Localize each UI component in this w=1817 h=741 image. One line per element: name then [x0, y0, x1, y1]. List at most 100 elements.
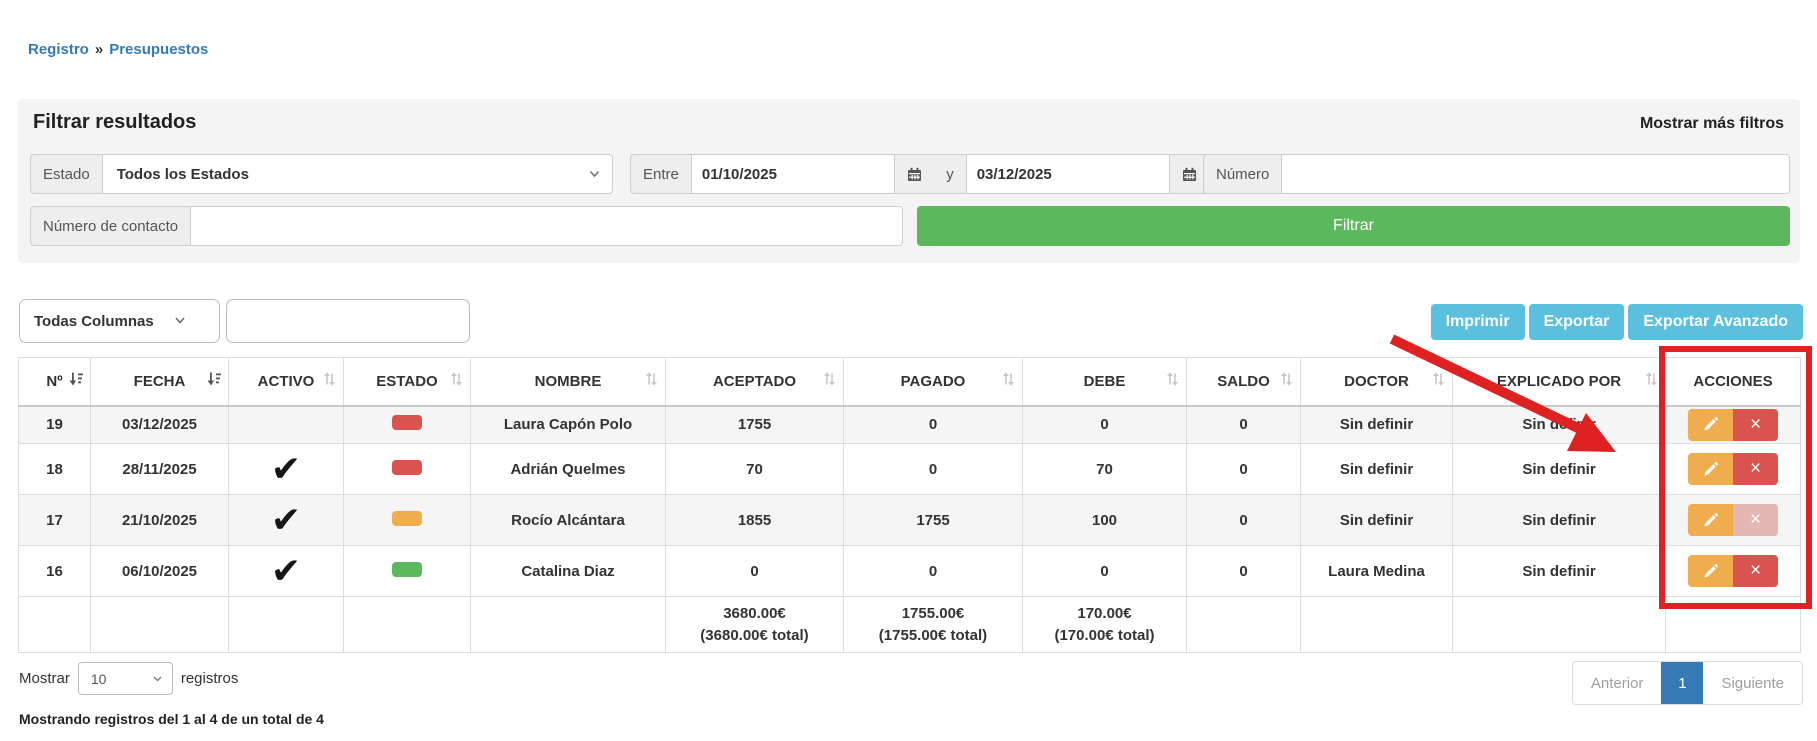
exportar-avanzado-button[interactable]: Exportar Avanzado	[1628, 304, 1803, 340]
delete-button[interactable]: ×	[1733, 453, 1778, 485]
calendar-icon[interactable]	[895, 154, 935, 194]
column-header-debe[interactable]: DEBE	[1022, 357, 1187, 407]
delete-button-disabled[interactable]: ×	[1733, 504, 1778, 536]
table-search-input[interactable]	[226, 299, 470, 343]
page-size-value: 10	[90, 670, 107, 687]
pagination-page-1[interactable]: 1	[1661, 662, 1704, 704]
export-button-group: Imprimir Exportar Exportar Avanzado	[1430, 304, 1803, 340]
entre-label: Entre	[630, 154, 691, 194]
estado-pill	[392, 510, 422, 526]
edit-button[interactable]	[1688, 453, 1733, 485]
cell-doctor: Sin definir	[1300, 405, 1453, 444]
imprimir-button[interactable]: Imprimir	[1430, 304, 1525, 340]
page-size-control: Mostrar 10 registros	[19, 662, 238, 695]
estado-pill	[392, 561, 422, 577]
columns-selected-value: Todas Columnas	[34, 312, 154, 330]
records-summary: Mostrando registros del 1 al 4 de un tot…	[19, 711, 324, 727]
cell-explicado-por: Sin definir	[1452, 545, 1666, 597]
contacto-input[interactable]	[190, 206, 903, 246]
cell-nombre: Laura Capón Polo	[470, 405, 666, 444]
cell-acciones: ×	[1665, 405, 1801, 444]
cell-saldo: 0	[1186, 443, 1301, 495]
pencil-icon	[1704, 563, 1718, 577]
column-header-aceptado[interactable]: ACEPTADO	[665, 357, 844, 407]
sort-both-icon	[1280, 372, 1293, 391]
cell-aceptado: 70	[665, 443, 844, 495]
contacto-label: Número de contacto	[30, 206, 191, 246]
column-header-saldo[interactable]: SALDO	[1186, 357, 1301, 407]
sort-both-icon	[1002, 372, 1015, 391]
cell-debe: 70	[1022, 443, 1187, 495]
table-row: 19 03/12/2025 Laura Capón Polo 1755 0 0 …	[18, 405, 1801, 444]
pagination-prev-button[interactable]: Anterior	[1572, 662, 1662, 704]
column-header-pagado[interactable]: PAGADO	[843, 357, 1023, 407]
filter-title: Filtrar resultados	[33, 111, 197, 133]
numero-input[interactable]	[1281, 154, 1790, 194]
cell-doctor: Sin definir	[1300, 443, 1453, 495]
column-header-explicado-por[interactable]: EXPLICADO POR	[1452, 357, 1666, 407]
cell-aceptado: 1755	[665, 405, 844, 444]
sort-desc-icon	[69, 372, 83, 391]
cell-fecha: 06/10/2025	[90, 545, 229, 597]
sort-both-icon	[645, 372, 658, 391]
column-header-estado[interactable]: ESTADO	[343, 357, 471, 407]
pagination-next-button[interactable]: Siguiente	[1703, 662, 1802, 704]
column-header-nombre[interactable]: NOMBRE	[470, 357, 666, 407]
cell-estado	[343, 494, 471, 546]
cell-fecha: 28/11/2025	[90, 443, 229, 495]
total-aceptado: 3680.00€ (3680.00€ total)	[665, 596, 844, 653]
cell-saldo: 0	[1186, 545, 1301, 597]
cell-n: 18	[18, 443, 91, 495]
cell-estado	[343, 405, 471, 444]
registros-label: registros	[180, 670, 239, 687]
estado-pill	[392, 459, 422, 475]
edit-button[interactable]	[1688, 408, 1733, 441]
sort-both-icon	[1432, 372, 1445, 391]
column-header-fecha[interactable]: FECHA	[90, 357, 229, 407]
page-size-select[interactable]: 10	[77, 662, 173, 695]
table-row: 16 06/10/2025 ✔ Catalina Diaz 0 0 0 0 La…	[18, 545, 1801, 597]
table-row: 17 21/10/2025 ✔ Rocío Alcántara 1855 175…	[18, 494, 1801, 546]
cell-acciones: ×	[1665, 443, 1801, 495]
cell-explicado-por: Sin definir	[1452, 443, 1666, 495]
cell-n: 19	[18, 405, 91, 444]
table-totals-row: 3680.00€ (3680.00€ total) 1755.00€ (1755.0…	[18, 596, 1801, 653]
cell-explicado-por: Sin definir	[1452, 405, 1666, 444]
date-from-input[interactable]	[690, 154, 896, 194]
column-header-n[interactable]: Nº	[18, 357, 91, 407]
check-icon: ✔	[270, 550, 302, 591]
cell-pagado: 0	[843, 545, 1023, 597]
exportar-button[interactable]: Exportar	[1528, 304, 1625, 340]
sort-both-icon	[1166, 372, 1179, 391]
columns-select[interactable]: Todas Columnas	[19, 299, 220, 343]
show-more-filters-link[interactable]: Mostrar más filtros	[1639, 115, 1784, 132]
delete-button[interactable]: ×	[1733, 555, 1778, 587]
breadcrumb-link-registro[interactable]: Registro	[28, 41, 89, 58]
column-header-doctor[interactable]: DOCTOR	[1300, 357, 1453, 407]
filter-panel: Filtrar resultados Mostrar más filtros E…	[18, 99, 1800, 263]
filtrar-button[interactable]: Filtrar	[917, 206, 1790, 246]
cell-acciones: ×	[1665, 494, 1801, 546]
cell-saldo: 0	[1186, 494, 1301, 546]
cell-nombre: Adrián Quelmes	[470, 443, 666, 495]
edit-button[interactable]	[1688, 555, 1733, 587]
cell-saldo: 0	[1186, 405, 1301, 444]
date-range-y-label: y	[934, 154, 966, 194]
column-header-activo[interactable]: ACTIVO	[228, 357, 344, 407]
date-range-filter-group: Entre y	[630, 154, 1211, 194]
check-icon: ✔	[270, 448, 302, 489]
cell-n: 16	[18, 545, 91, 597]
delete-button[interactable]: ×	[1733, 408, 1778, 441]
chevron-down-icon	[153, 676, 162, 681]
edit-button[interactable]	[1688, 504, 1733, 536]
sort-both-icon	[1645, 372, 1658, 391]
cell-aceptado: 0	[665, 545, 844, 597]
estado-select[interactable]: Todos los Estados	[101, 154, 613, 194]
breadcrumb-link-presupuestos[interactable]: Presupuestos	[109, 41, 209, 58]
cell-doctor: Sin definir	[1300, 494, 1453, 546]
cell-debe: 0	[1022, 545, 1187, 597]
cell-pagado: 1755	[843, 494, 1023, 546]
date-to-input[interactable]	[965, 154, 1171, 194]
column-header-acciones: ACCIONES	[1665, 357, 1801, 407]
